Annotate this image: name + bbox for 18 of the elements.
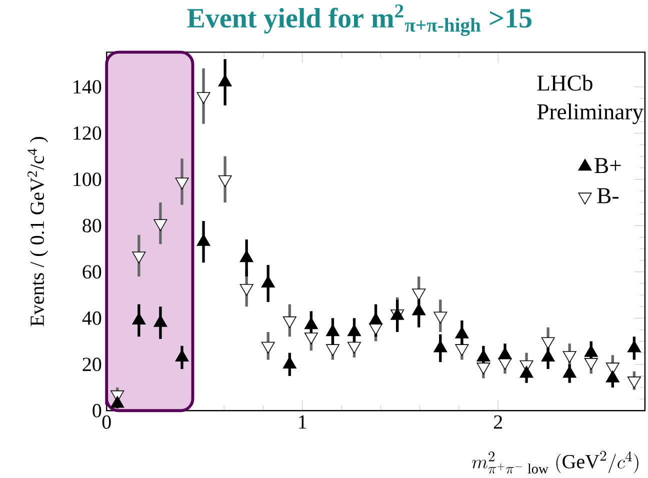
annotation: Preliminary (537, 104, 644, 124)
y-axis-title: Events / ( 0.1 GeV$^{2}$/c$^{4}$ ) (28, 136, 48, 326)
y-tick-label: 40 (82, 311, 102, 325)
x-axis-title: $m^{2}_{\pi^{+}\pi^{-}\;\mathrm{low}}\;(\mathrm{GeV}^{2}/c^{4})$ (472, 450, 638, 474)
legend-label: B- (597, 188, 618, 204)
chart-title: Event yield for m$^{2}$$_{π+π-high}$ >15 (187, 4, 532, 36)
y-tick-label: 0 (92, 404, 102, 418)
annotation: LHCb (537, 74, 592, 91)
x-tick-label: 1 (299, 415, 306, 429)
y-tick-label: 120 (74, 126, 102, 140)
x-tick-label: 0 (102, 415, 111, 429)
y-tick-label: 80 (82, 218, 102, 232)
x-tick-label: 2 (494, 415, 502, 429)
y-tick-label: 140 (74, 80, 102, 94)
legend-label: B+ (594, 158, 621, 174)
y-tick-label: 20 (82, 358, 102, 372)
y-tick-label: 60 (82, 265, 102, 279)
y-tick-label: 100 (74, 172, 102, 186)
